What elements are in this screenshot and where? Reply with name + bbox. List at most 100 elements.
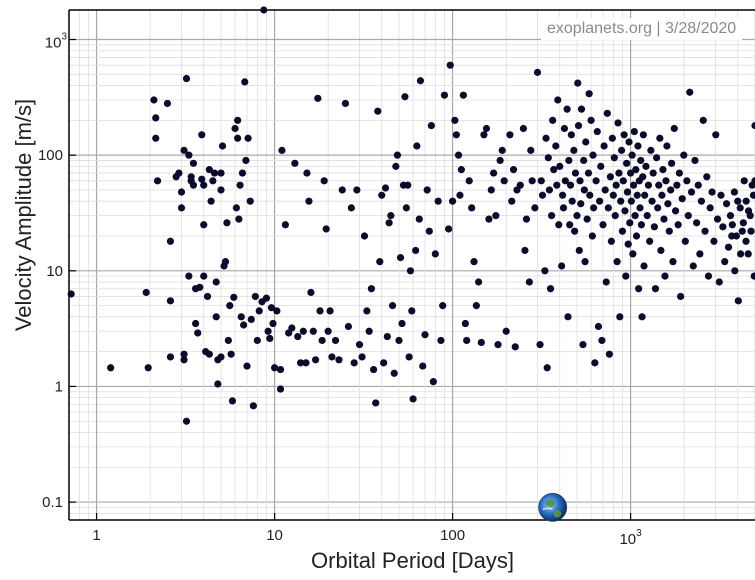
y-tick-label: 10 [46,263,63,280]
data-point [185,151,193,159]
data-point [673,181,681,189]
data-point [565,156,573,165]
data-point [660,215,668,223]
data-point [217,186,225,194]
data-point [622,272,630,280]
data-point [198,131,206,139]
data-point [380,359,388,367]
data-point [619,177,627,185]
data-point [606,173,614,181]
data-point [232,204,240,212]
data-point [691,156,699,165]
data-point [67,290,75,298]
data-point [182,417,191,425]
data-point [550,166,558,174]
data-point [615,169,623,177]
data-point [320,177,328,185]
data-point [269,319,277,328]
data-point [198,175,206,183]
data-point [264,327,272,335]
data-point [472,302,480,310]
data-point [561,177,569,185]
data-point [656,134,664,142]
data-point [266,334,274,343]
data-point [632,232,641,240]
data-point [276,385,285,393]
data-point [200,272,208,280]
data-point [670,124,678,133]
data-point [651,285,660,293]
y-tick-label: 0.1 [42,494,63,511]
data-point [401,93,409,101]
data-point [571,227,579,235]
data-point [548,212,556,220]
data-point [309,327,317,335]
data-point [623,188,632,196]
data-point [552,142,560,150]
data-point [231,124,239,133]
data-point [144,364,152,372]
data-point [655,181,663,189]
data-point [538,191,547,199]
data-point [395,336,403,345]
x-tick-label: 1 [92,527,100,544]
data-point [646,237,654,245]
data-point [703,173,711,181]
data-point [580,156,588,165]
data-point [194,329,202,337]
data-point [326,307,334,315]
data-point [331,336,340,345]
data-point [434,197,442,205]
data-point [360,232,369,240]
data-point [628,151,636,159]
data-point [694,181,702,189]
data-point [563,105,571,113]
data-point [734,197,742,205]
data-point [177,188,186,196]
data-point [724,243,733,251]
data-point [398,319,406,328]
data-point [303,169,311,177]
data-point [598,336,606,345]
data-point [544,154,552,162]
data-point [643,212,651,220]
data-point [652,154,661,162]
data-point [446,61,454,69]
data-point [642,162,650,170]
data-point [675,169,683,177]
data-point [671,207,680,215]
data-point [715,278,723,286]
data-point [385,219,393,227]
data-point [632,166,640,174]
data-point [634,142,642,150]
data-point [708,188,716,196]
data-point [335,356,343,364]
data-point [630,127,638,136]
data-point [353,186,361,194]
data-point [627,197,635,205]
data-point [665,227,673,235]
data-point [525,278,533,286]
data-point [227,350,235,358]
data-point [416,77,425,85]
data-point [107,364,115,372]
data-point [640,262,648,270]
data-point [549,116,557,124]
data-point [638,313,646,321]
data-point [613,258,621,266]
y-axis-label: Velocity Amplitude [m/s] [11,98,36,332]
data-point [189,159,198,167]
data-point [556,162,564,170]
data-point [593,127,601,136]
data-point [579,341,587,349]
data-point [648,197,656,205]
data-point [681,237,689,245]
data-point [704,272,713,280]
data-point [630,181,638,189]
data-point [318,336,326,345]
data-point [180,356,188,364]
data-point [246,197,254,205]
data-point [163,99,172,108]
data-point [347,204,355,212]
